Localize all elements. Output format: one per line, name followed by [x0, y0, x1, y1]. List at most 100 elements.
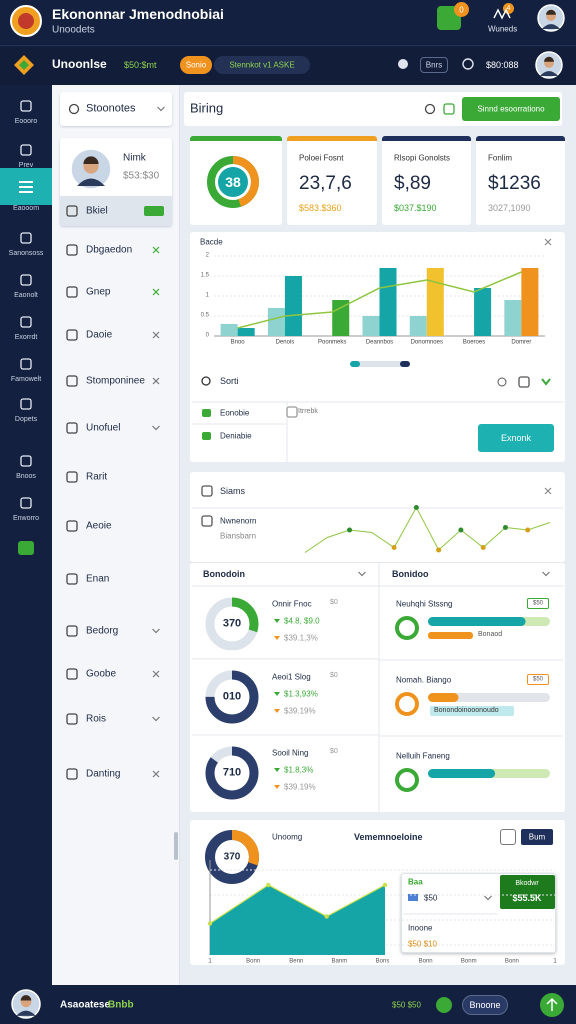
- x-tick-label: Domrer: [511, 339, 532, 346]
- chevron-icon: [157, 106, 165, 112]
- notify-count: 0: [459, 4, 464, 14]
- kpi-sub: $037.$190: [394, 202, 437, 213]
- scrollbar: [174, 832, 178, 860]
- tool-icon: [497, 377, 507, 387]
- x-tick-label: Bonn: [246, 958, 261, 965]
- y-tick-label: 0.5: [200, 312, 209, 319]
- area-point: [207, 921, 213, 926]
- nav-icon: [20, 316, 32, 328]
- close-icon: [152, 246, 160, 254]
- area-point: [324, 914, 329, 919]
- tooltip-detail: $50 $10: [408, 939, 437, 949]
- menu-item: Danting: [86, 768, 121, 780]
- tooltip-highlight: [500, 875, 555, 909]
- menu-icon: [66, 329, 78, 341]
- menu-item: Aeoie: [86, 520, 112, 532]
- menu-icon: [66, 520, 78, 532]
- area-line: [209, 884, 386, 925]
- area-point: [382, 882, 388, 888]
- close-icon: [544, 238, 552, 246]
- bar: [474, 288, 492, 336]
- row-tag-label: $50: [532, 676, 544, 683]
- row-check: [202, 409, 211, 417]
- status: Stennkot v1 ASKE: [229, 60, 295, 70]
- profile-name: Nimk: [123, 152, 146, 164]
- row-donut-arc: [205, 597, 259, 651]
- nav-label: Enworro: [12, 514, 40, 522]
- footer-button[interactable]: [462, 995, 508, 1015]
- kpi-value: $1236: [488, 173, 541, 195]
- area-fill: [210, 885, 385, 955]
- kpi-card: [287, 136, 377, 225]
- chevron-icon: [358, 571, 366, 577]
- y-tick-label: 0: [205, 332, 209, 339]
- row-ring: [395, 692, 419, 716]
- nav-icon: [20, 398, 32, 410]
- menu-pill[interactable]: [420, 57, 448, 73]
- bullet: [274, 636, 280, 640]
- trend-point: [502, 525, 508, 530]
- row-line: $39.19%: [284, 782, 316, 792]
- row-note: $0: [330, 598, 338, 606]
- row-tag: [527, 674, 549, 685]
- search-icon: [68, 103, 80, 115]
- tooltip-swatch: [408, 894, 418, 901]
- header-icon: [443, 103, 455, 115]
- trend-line: [237, 271, 522, 329]
- user-icon: [493, 8, 511, 20]
- menu-icon: [66, 668, 78, 680]
- export-label: Exnonk: [500, 432, 532, 443]
- area-button[interactable]: [521, 829, 553, 845]
- search-icon: [462, 58, 474, 70]
- row-donut-arc: [205, 670, 259, 724]
- scroll-track[interactable]: [350, 361, 410, 367]
- row-line: $1.3,93%: [284, 689, 318, 699]
- bar: [426, 268, 444, 336]
- footer-button-label: Bnoone: [469, 999, 501, 1010]
- menu-item: Dbgaedon: [86, 244, 133, 256]
- menu-item: Goobe: [86, 668, 117, 680]
- kpi-card: [476, 136, 565, 225]
- menu-item: Unofuel: [86, 422, 121, 434]
- row-secondary: Bonondoinooonoudo: [434, 706, 499, 714]
- x-tick-label: Donomnoes: [410, 339, 443, 346]
- nav-extra[interactable]: [18, 541, 34, 555]
- donut-label: 010: [222, 690, 242, 703]
- area-icon[interactable]: [500, 829, 516, 845]
- area-subtitle: Vememnoeloine: [354, 831, 423, 842]
- avatar-hair: [546, 9, 556, 15]
- profile-amount: $53:$30: [123, 170, 160, 182]
- app-title: Ekononnar Jmenodnobiai: [52, 5, 224, 22]
- chevron-icon: [484, 895, 492, 901]
- menu-icon: [66, 286, 78, 298]
- panel-title: Bonodoin: [203, 568, 245, 579]
- kpi-value: 23,7,6: [299, 173, 352, 195]
- menu-item: Daoie: [86, 329, 113, 341]
- bar: [504, 300, 522, 336]
- avatar-body: [541, 24, 561, 30]
- balance: $80:088: [486, 59, 519, 70]
- scroll-start: [350, 361, 360, 367]
- export-button[interactable]: [478, 424, 554, 452]
- tag-pill[interactable]: [180, 56, 212, 74]
- app-logo-core: [18, 13, 34, 29]
- nav-label: Famowelt: [10, 375, 42, 383]
- nav-icon: [20, 232, 32, 244]
- avatar-hair: [20, 995, 32, 1001]
- column-icon: [286, 406, 298, 418]
- kpi-donut-core: [218, 167, 248, 197]
- menu-icon: [66, 573, 78, 585]
- x-tick-label: Denois: [275, 339, 295, 346]
- legend-icon: [201, 515, 213, 527]
- nav-label: Bnoos: [16, 472, 36, 480]
- trend-point: [525, 527, 531, 533]
- bell-icon: [398, 59, 408, 69]
- x-tick-label: Banm: [331, 958, 348, 965]
- row-donut-arc: [205, 746, 259, 800]
- action-button[interactable]: [462, 97, 560, 121]
- row-line: $1.8,3%: [284, 765, 314, 775]
- row-title: Sooil Ning: [272, 748, 309, 758]
- menu: Bnrs: [425, 60, 443, 70]
- row-note: $0: [330, 747, 338, 755]
- donut-label: 710: [222, 766, 242, 779]
